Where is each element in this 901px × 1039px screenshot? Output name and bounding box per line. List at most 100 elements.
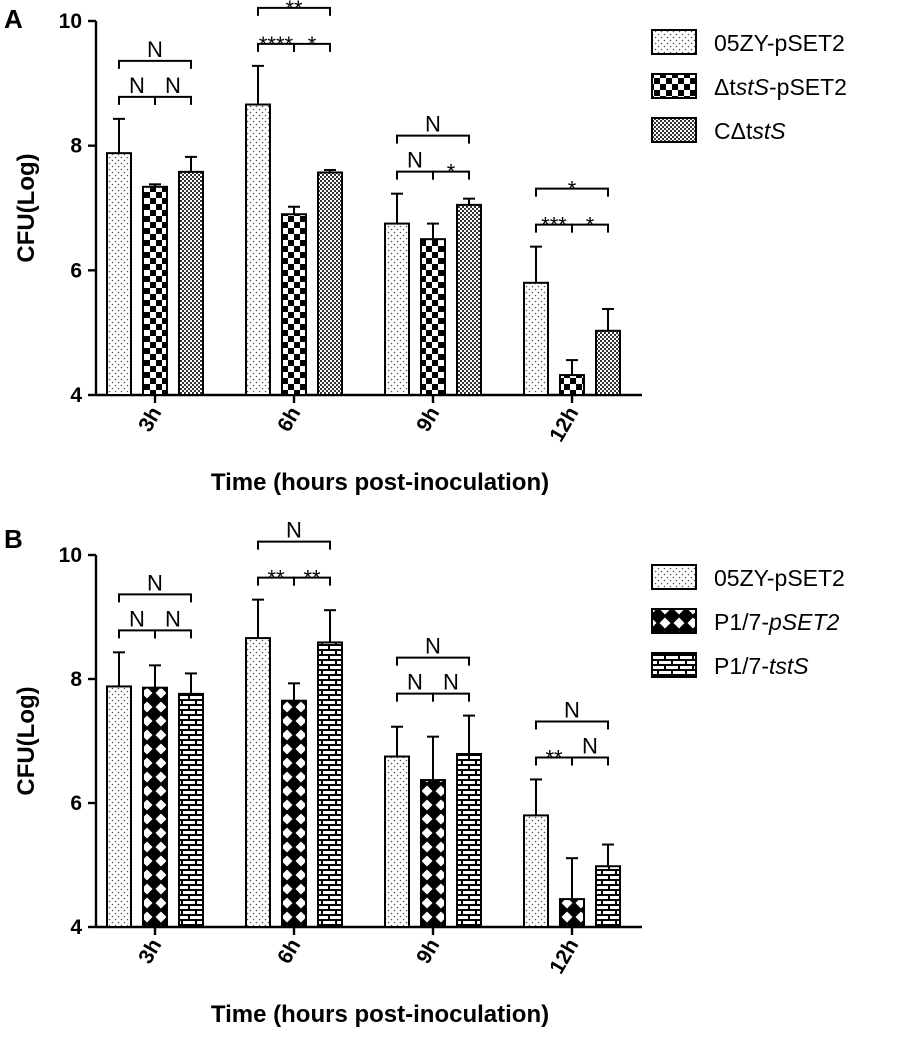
bar bbox=[595, 329, 621, 396]
legend-swatch bbox=[651, 29, 697, 55]
significance-bracket bbox=[535, 187, 609, 197]
bar bbox=[317, 641, 343, 928]
y-axis-title: CFU(Log) bbox=[13, 153, 40, 262]
significance-bracket bbox=[396, 170, 434, 180]
bar bbox=[245, 637, 271, 929]
significance-bracket bbox=[571, 223, 609, 233]
significance-label: **** bbox=[259, 32, 294, 57]
x-tick-label: 12h bbox=[545, 935, 583, 978]
significance-label: N bbox=[407, 148, 423, 173]
bar bbox=[559, 898, 585, 928]
bar bbox=[106, 152, 132, 396]
significance-label: * bbox=[568, 177, 577, 202]
significance-label: * bbox=[586, 213, 595, 238]
bar bbox=[281, 213, 307, 396]
significance-label: *** bbox=[541, 213, 567, 238]
significance-bracket bbox=[118, 59, 192, 69]
significance-bracket bbox=[396, 134, 470, 144]
bar bbox=[595, 865, 621, 928]
significance-label: N bbox=[147, 570, 163, 595]
y-tick-label: 8 bbox=[70, 668, 82, 691]
bar bbox=[317, 171, 343, 396]
significance-label: ** bbox=[267, 566, 285, 591]
legend-swatch bbox=[651, 608, 697, 634]
y-tick-label: 8 bbox=[70, 135, 82, 158]
x-axis-title: Time (hours post-inoculation) bbox=[211, 1001, 549, 1028]
significance-bracket bbox=[118, 629, 156, 639]
significance-bracket bbox=[293, 42, 331, 52]
significance-label: N bbox=[129, 606, 145, 631]
significance-label: N bbox=[443, 670, 459, 695]
significance-bracket bbox=[118, 95, 156, 105]
bar bbox=[178, 170, 204, 396]
bar bbox=[245, 103, 271, 396]
significance-label: N bbox=[129, 73, 145, 98]
significance-bracket bbox=[535, 720, 609, 730]
y-tick-label: 10 bbox=[59, 544, 82, 567]
significance-label: N bbox=[147, 37, 163, 62]
bar bbox=[523, 281, 549, 396]
significance-label: N bbox=[425, 112, 441, 137]
significance-bracket bbox=[571, 756, 609, 766]
legend-label: 05ZY-pSET2 bbox=[714, 565, 845, 591]
x-axis-title: Time (hours post-inoculation) bbox=[211, 469, 549, 496]
significance-label: ** bbox=[285, 0, 303, 21]
y-tick-label: 10 bbox=[59, 10, 82, 33]
x-tick-label: 3h bbox=[134, 935, 166, 968]
x-tick-label: 9h bbox=[412, 935, 444, 968]
bar bbox=[384, 755, 410, 928]
bar bbox=[420, 238, 446, 396]
bar bbox=[281, 699, 307, 929]
bar bbox=[456, 753, 482, 929]
significance-label: N bbox=[407, 670, 423, 695]
significance-label: N bbox=[165, 73, 181, 98]
bar bbox=[142, 185, 168, 396]
significance-label: N bbox=[425, 634, 441, 659]
significance-bracket bbox=[154, 629, 192, 639]
panel-label: B bbox=[4, 524, 23, 554]
significance-label: N bbox=[165, 606, 181, 631]
bar bbox=[106, 685, 132, 928]
bar bbox=[420, 779, 446, 928]
x-tick-label: 12h bbox=[545, 403, 583, 446]
significance-bracket bbox=[257, 540, 331, 550]
legend-label: P1/7-tstS bbox=[714, 653, 809, 679]
bar bbox=[559, 374, 585, 397]
y-tick-label: 4 bbox=[70, 384, 82, 407]
legend-label: 05ZY-pSET2 bbox=[714, 30, 845, 56]
significance-bracket bbox=[293, 576, 331, 586]
significance-label: N bbox=[582, 733, 598, 758]
y-axis-title: CFU(Log) bbox=[13, 686, 40, 795]
significance-bracket bbox=[154, 95, 192, 105]
panel-label: A bbox=[4, 4, 23, 34]
significance-bracket bbox=[396, 656, 470, 666]
legend-swatch bbox=[651, 652, 697, 678]
significance-label: ** bbox=[303, 566, 321, 591]
significance-bracket bbox=[432, 170, 470, 180]
bar bbox=[384, 222, 410, 396]
x-tick-label: 9h bbox=[412, 403, 444, 436]
bar bbox=[456, 203, 482, 396]
legend-label: P1/7-pSET2 bbox=[714, 609, 840, 635]
significance-bracket bbox=[118, 593, 192, 603]
x-tick-label: 6h bbox=[273, 935, 305, 968]
x-tick-label: 6h bbox=[273, 403, 305, 436]
legend-label: ΔtstS-pSET2 bbox=[714, 74, 847, 100]
significance-label: * bbox=[447, 160, 456, 185]
significance-bracket bbox=[396, 692, 434, 702]
significance-bracket bbox=[257, 6, 331, 16]
significance-label: N bbox=[564, 697, 580, 722]
bar bbox=[178, 692, 204, 928]
significance-label: * bbox=[308, 32, 317, 57]
significance-label: ** bbox=[545, 745, 563, 770]
bar bbox=[142, 686, 168, 928]
y-tick-label: 4 bbox=[70, 916, 82, 939]
significance-bracket bbox=[432, 692, 470, 702]
legend-swatch bbox=[651, 73, 697, 99]
significance-label: N bbox=[286, 518, 302, 543]
legend-label: CΔtstS bbox=[714, 118, 786, 144]
x-tick-label: 3h bbox=[134, 403, 166, 436]
